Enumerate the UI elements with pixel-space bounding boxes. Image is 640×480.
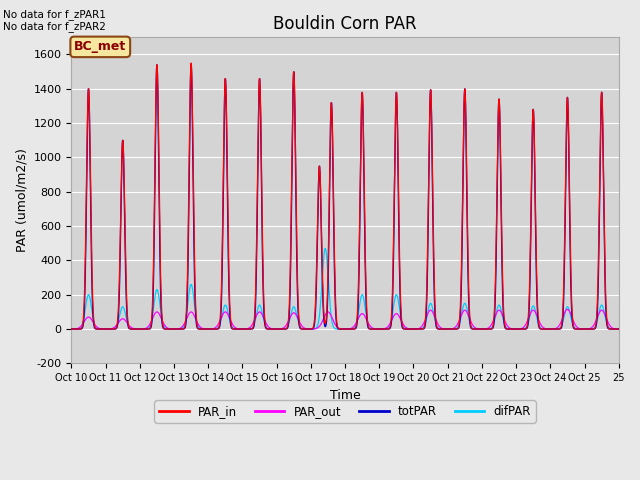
Text: No data for f_zPAR2: No data for f_zPAR2: [3, 21, 106, 32]
Title: Bouldin Corn PAR: Bouldin Corn PAR: [273, 15, 417, 33]
X-axis label: Time: Time: [330, 389, 360, 402]
Text: BC_met: BC_met: [74, 40, 126, 53]
Y-axis label: PAR (umol/m2/s): PAR (umol/m2/s): [15, 148, 28, 252]
Legend: PAR_in, PAR_out, totPAR, difPAR: PAR_in, PAR_out, totPAR, difPAR: [154, 400, 536, 423]
Text: No data for f_zPAR1: No data for f_zPAR1: [3, 9, 106, 20]
